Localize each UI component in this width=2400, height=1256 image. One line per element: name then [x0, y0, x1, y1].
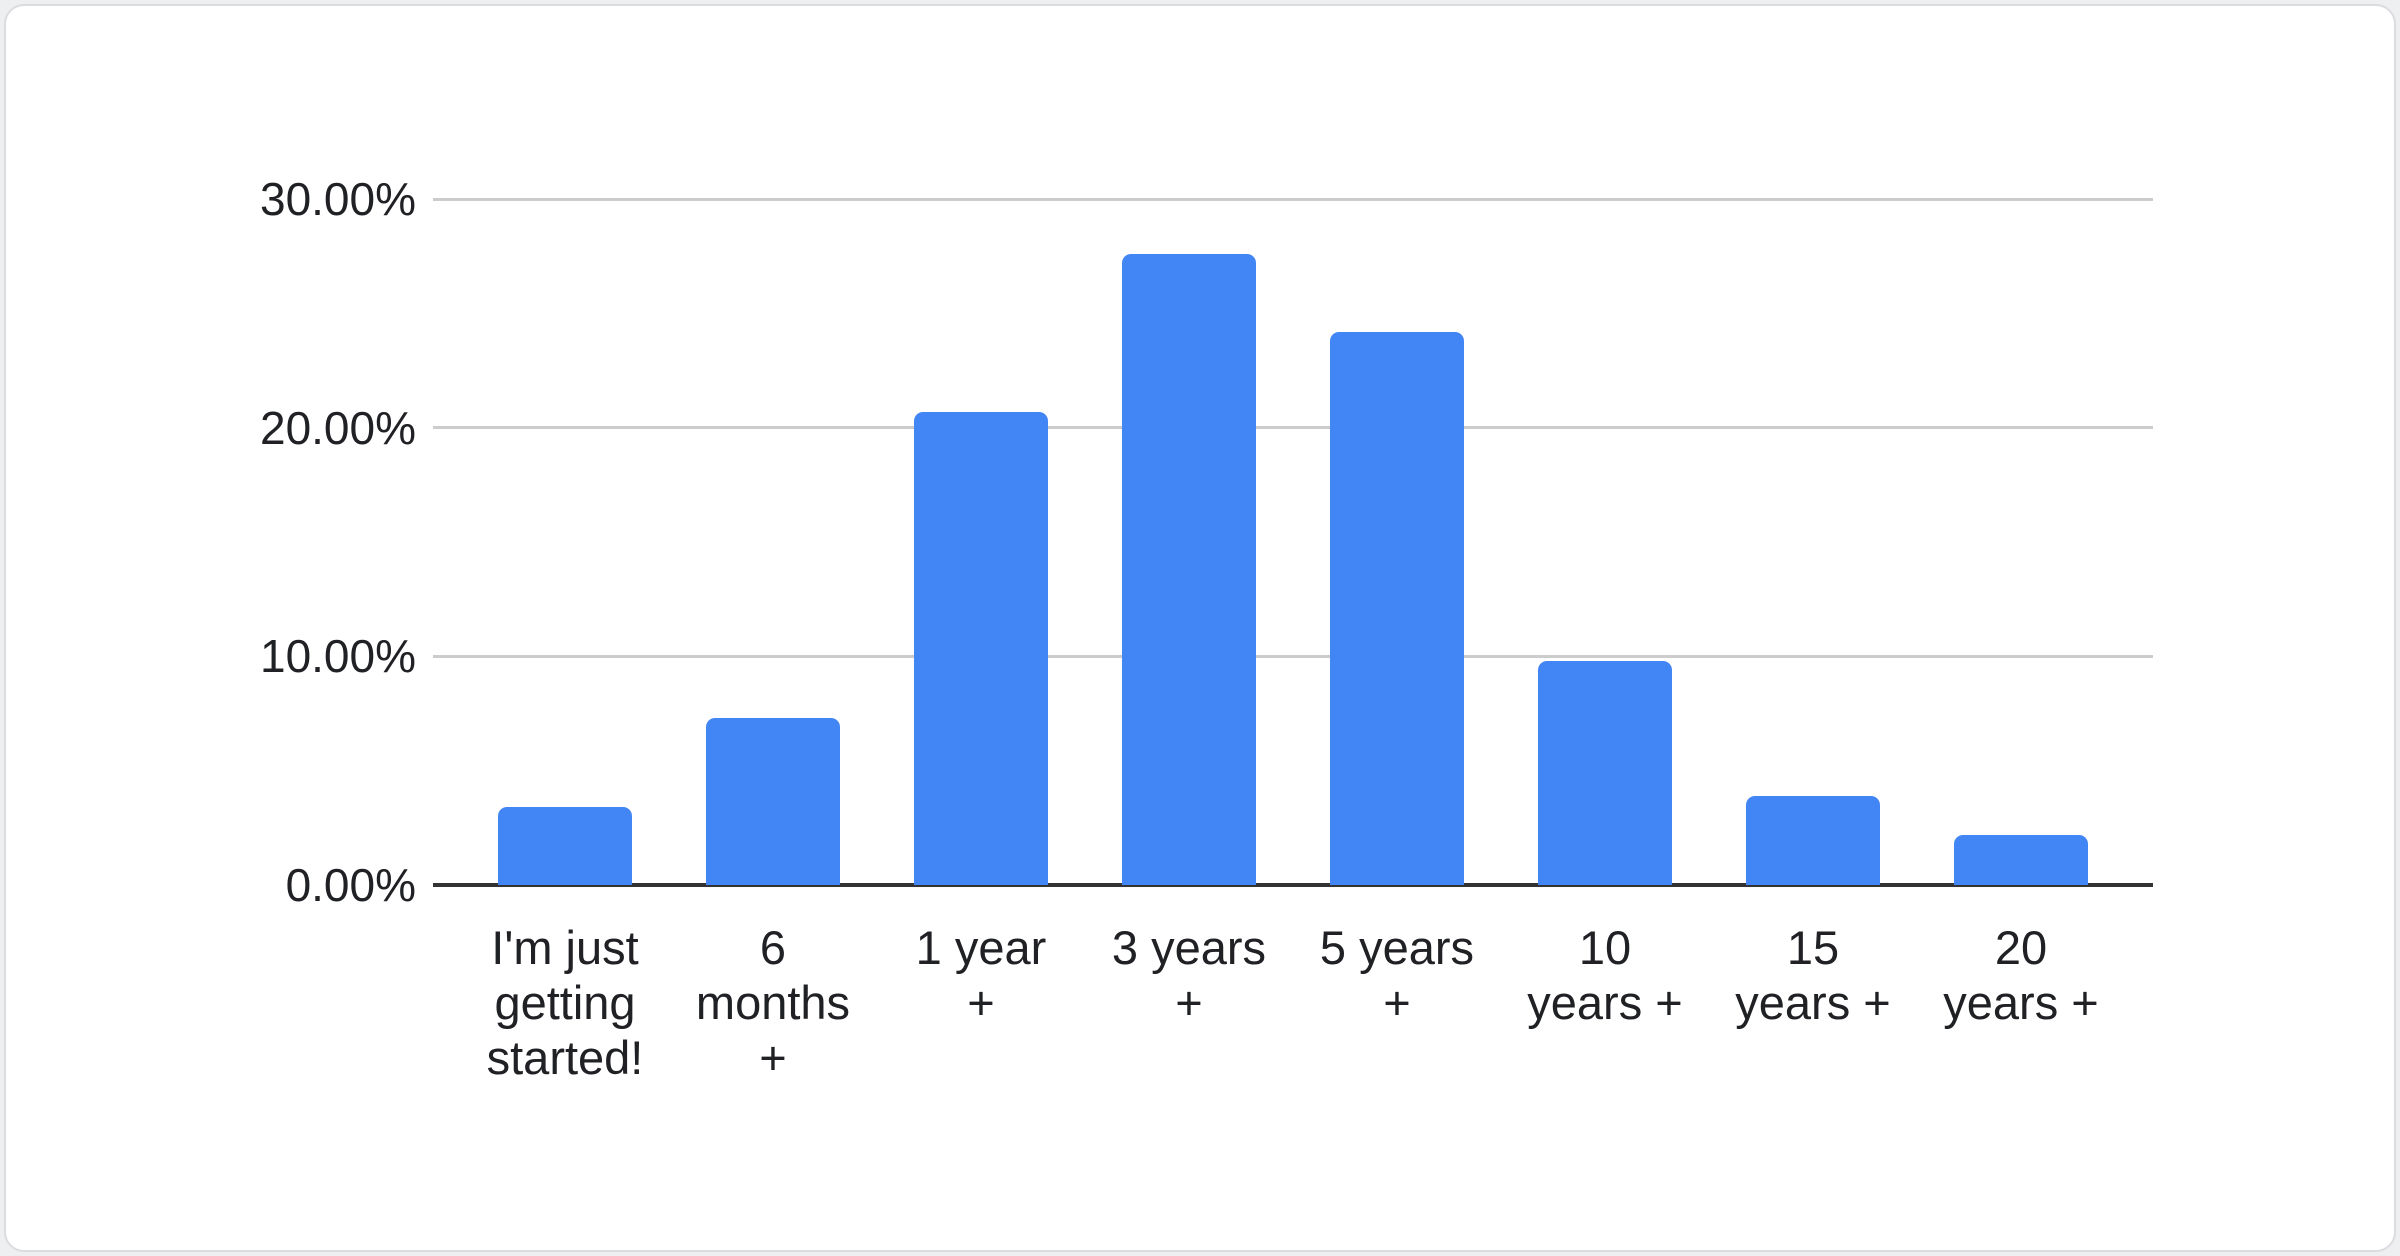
y-axis-tick-label: 0.00%: [285, 859, 416, 911]
x-axis-tick-label: 3 years +: [1111, 921, 1267, 1029]
bar-slot: [669, 199, 877, 885]
plot-area: [433, 197, 2153, 887]
bar-slot: [1501, 199, 1709, 885]
bar-slot: [1709, 199, 1917, 885]
bar[interactable]: [1538, 660, 1672, 885]
bar[interactable]: [498, 807, 632, 885]
bar-slot: [1085, 199, 1293, 885]
x-axis-tick-label: 6 months +: [695, 921, 851, 1084]
x-axis-tick-label: 15 years +: [1735, 921, 1891, 1029]
x-axis: I'm just getting started! 6 months + 1 yea…: [461, 920, 2125, 1085]
x-axis-tick-label: 1 year +: [915, 921, 1047, 1029]
y-axis-tick-label: 20.00%: [259, 401, 416, 454]
y-axis-tick-label: 10.00%: [259, 630, 416, 683]
bar[interactable]: [1330, 331, 1464, 885]
x-axis-tick-label: 10 years +: [1527, 921, 1683, 1029]
y-axis-tick-label: 30.00%: [259, 173, 416, 225]
bars-row: [461, 199, 2125, 885]
gridline: [433, 426, 2153, 430]
bar[interactable]: [1746, 795, 1880, 885]
x-axis-line: [433, 883, 2153, 887]
x-axis-tick-label: 5 years +: [1319, 921, 1475, 1029]
bar-slot: [1917, 199, 2125, 885]
bar-chart: 30.00% 20.00% 10.00% 0.00% I'm just getting…: [6, 6, 2394, 1250]
bar[interactable]: [914, 411, 1048, 885]
x-axis-tick-label: 20 years +: [1943, 921, 2099, 1029]
bar[interactable]: [1954, 834, 2088, 885]
bar-slot: [877, 199, 1085, 885]
bar[interactable]: [706, 718, 840, 885]
chart-card: 30.00% 20.00% 10.00% 0.00% I'm just getting…: [4, 4, 2396, 1252]
gridline: [433, 654, 2153, 658]
bar-slot: [1293, 199, 1501, 885]
bar-slot: [461, 199, 669, 885]
gridline: [433, 197, 2153, 201]
x-axis-tick-label: I'm just getting started!: [486, 921, 644, 1084]
bar[interactable]: [1122, 253, 1256, 885]
